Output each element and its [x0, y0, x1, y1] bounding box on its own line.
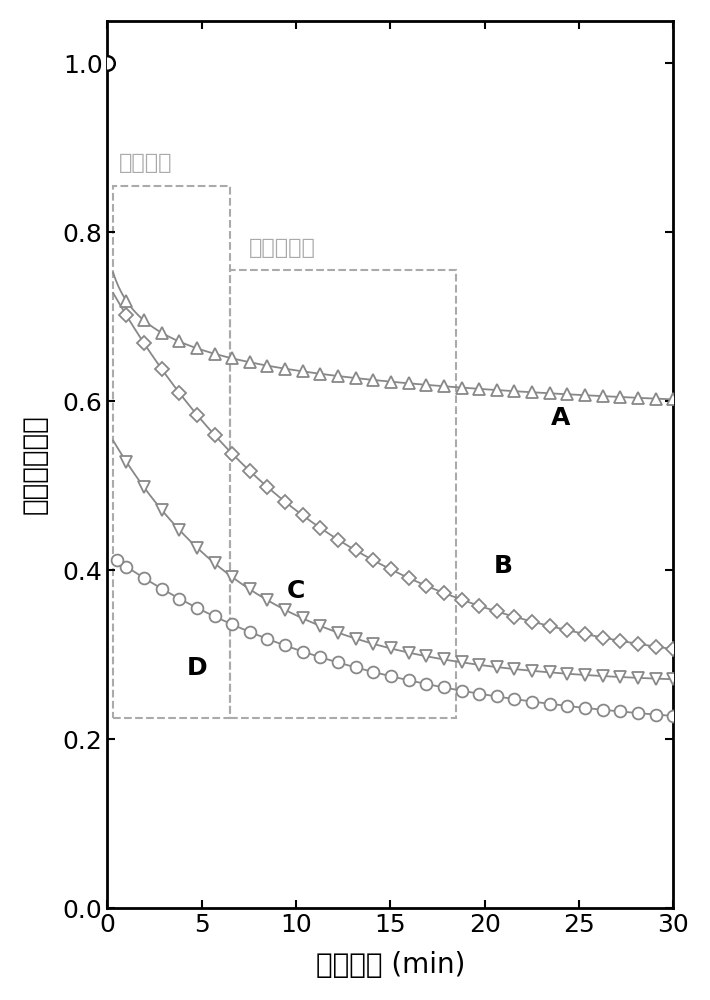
Text: A: A	[551, 406, 570, 430]
Text: D: D	[187, 656, 207, 680]
Text: 滤饼层污染: 滤饼层污染	[249, 238, 316, 258]
Text: C: C	[287, 579, 305, 603]
X-axis label: 过滤时间 (min): 过滤时间 (min)	[316, 951, 465, 979]
Bar	[113, 186, 230, 718]
Y-axis label: 归一化水通量: 归一化水通量	[21, 415, 49, 514]
Text: B: B	[494, 554, 513, 578]
Text: 膜孔堵塞: 膜孔堵塞	[119, 153, 173, 173]
Bar	[230, 270, 457, 718]
